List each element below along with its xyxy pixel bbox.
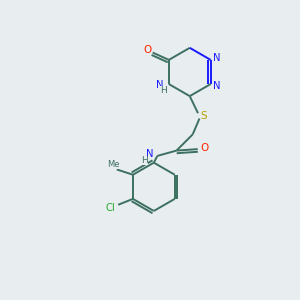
Text: O: O	[200, 142, 208, 153]
Text: N: N	[213, 52, 221, 62]
Text: H: H	[142, 156, 148, 165]
Text: N: N	[156, 80, 163, 90]
Text: H: H	[160, 86, 167, 95]
Text: N: N	[213, 80, 221, 91]
Text: S: S	[201, 110, 207, 121]
Text: N: N	[146, 148, 154, 158]
Text: Cl: Cl	[105, 203, 115, 213]
Text: O: O	[143, 45, 152, 55]
Text: Me: Me	[107, 160, 119, 169]
